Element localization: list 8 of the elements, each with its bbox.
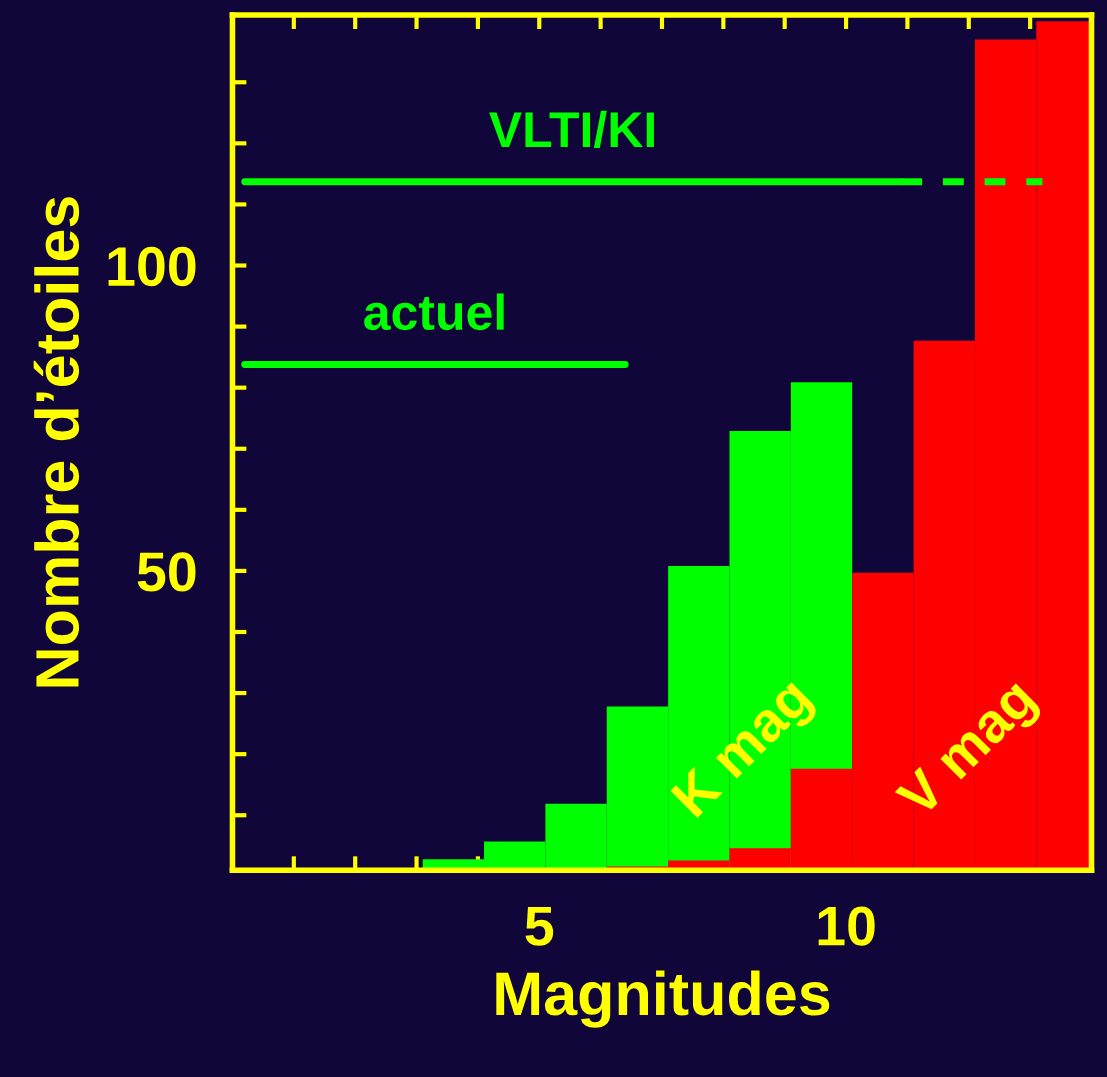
series-label: VLTI/KI [489,110,654,149]
x-tick-label: 10 [818,906,875,946]
series-label: actuel [364,293,504,331]
y-tick-label: 100 [108,246,196,287]
x-axis-title: Magnitudes [496,970,830,1028]
y-tick-label: 50 [137,552,196,592]
x-tick-label: 5 [525,906,554,946]
y-axis-title: Nombre d’étoiles [33,197,80,687]
